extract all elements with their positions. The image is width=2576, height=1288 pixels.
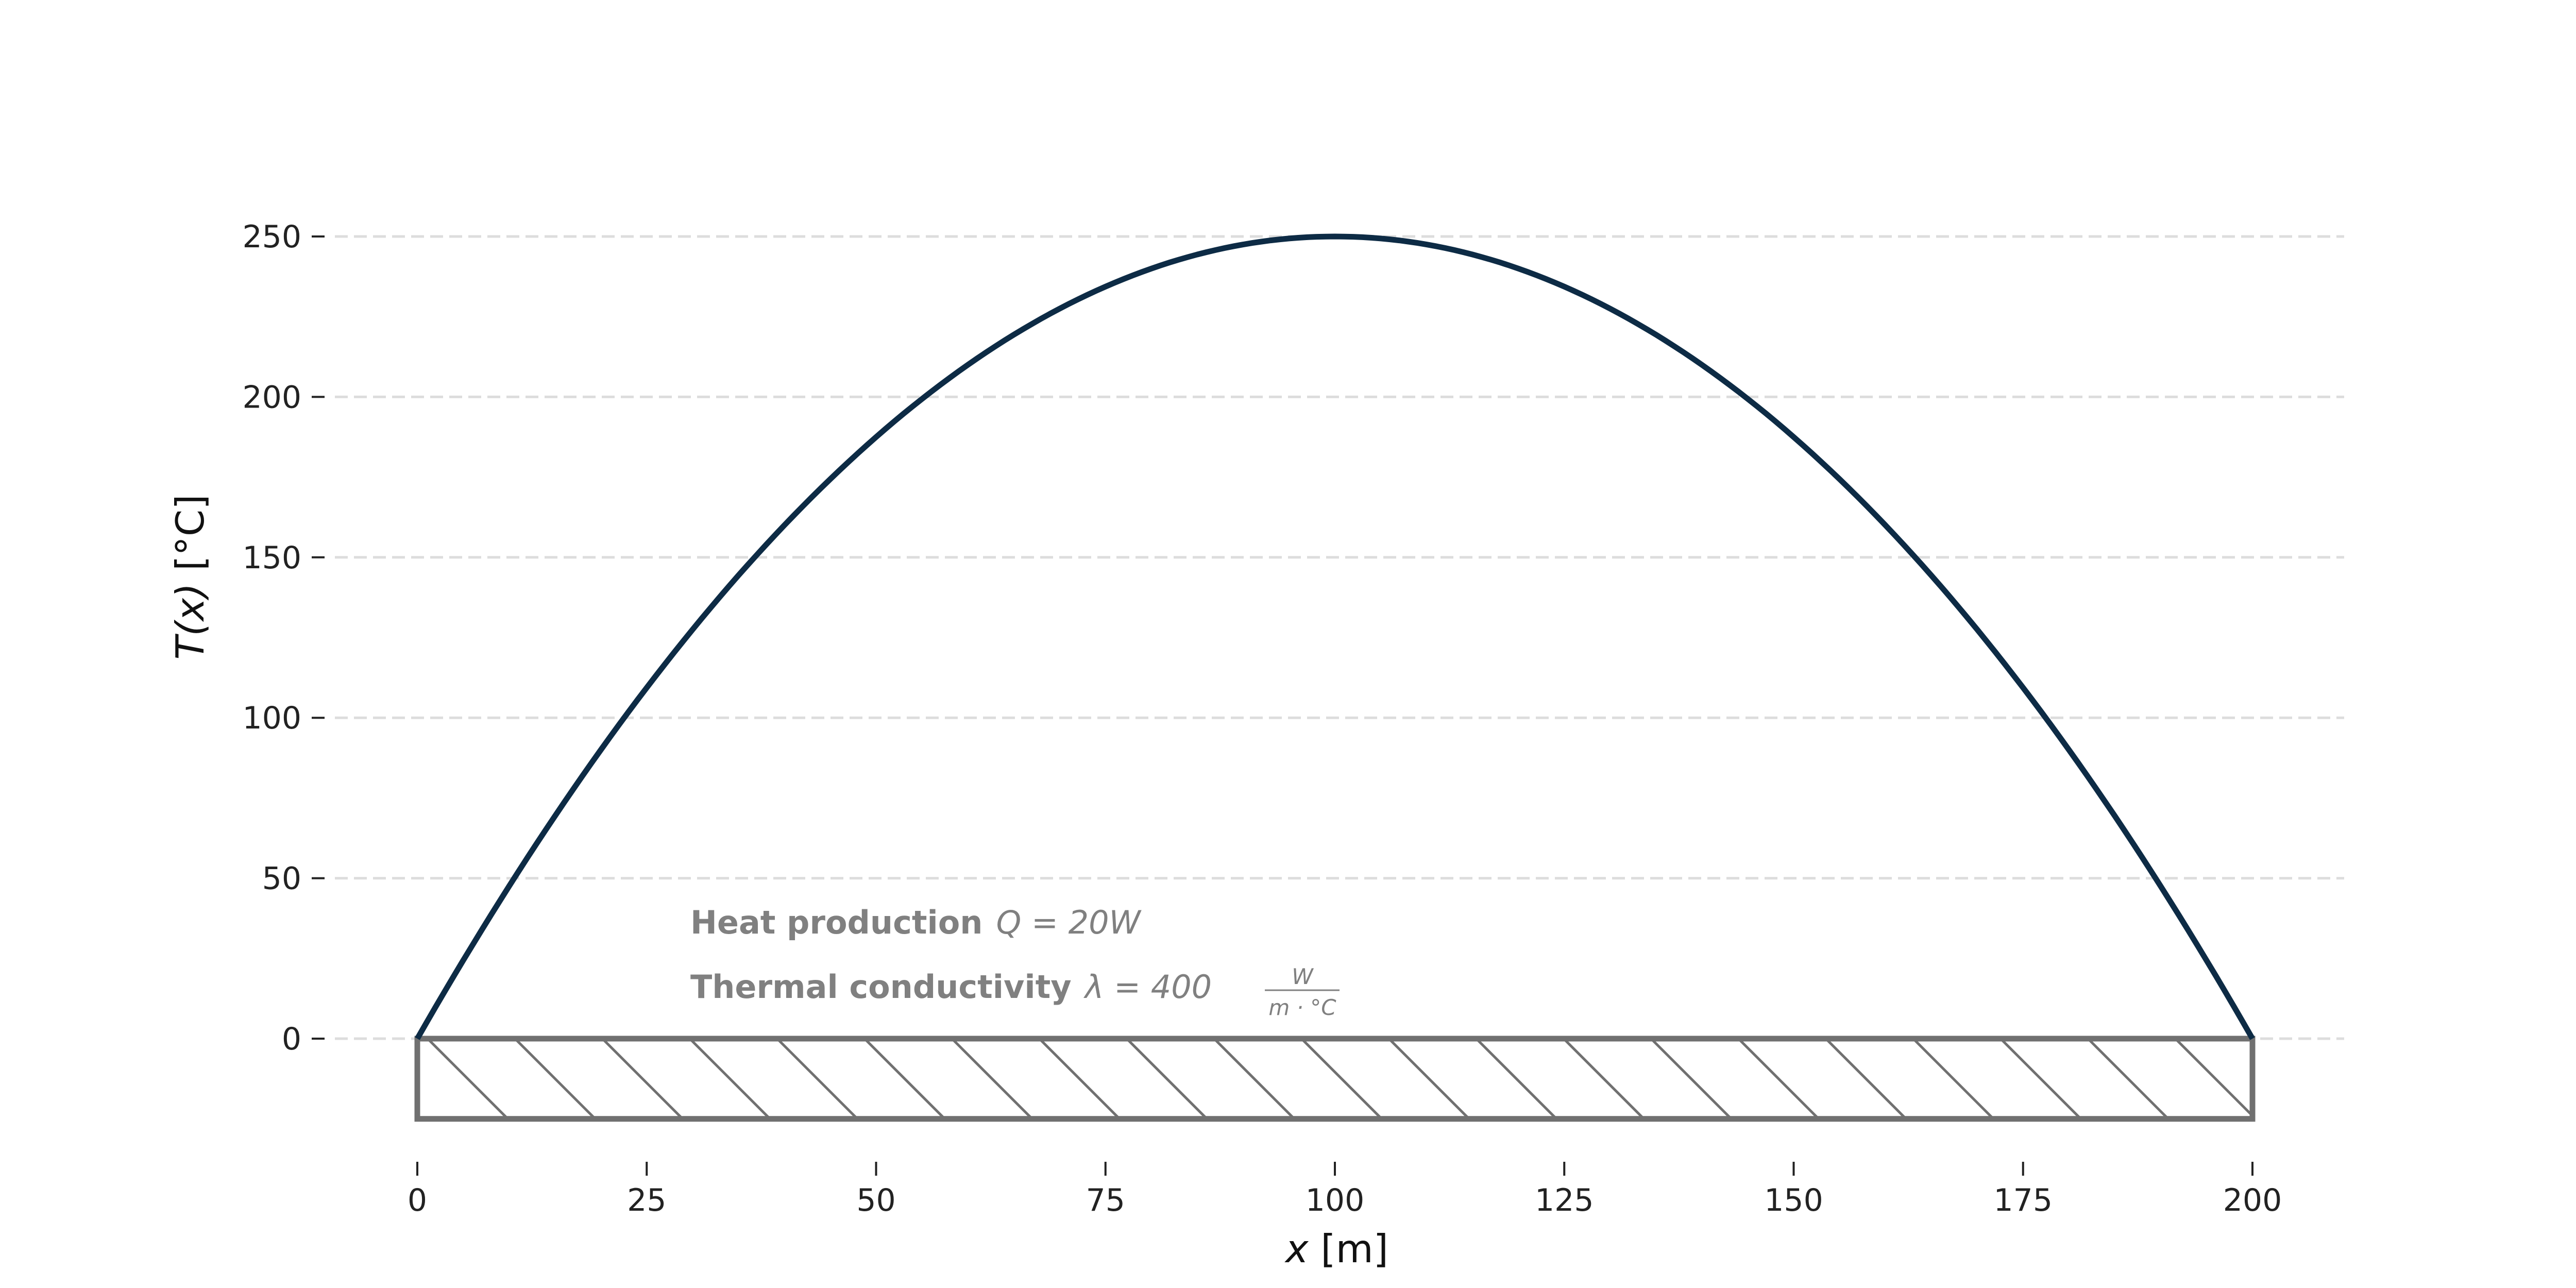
conductivity-formula: λ = 400 (1083, 968, 1212, 1006)
rod-hatch-line (863, 1038, 946, 1120)
unit-denominator: m · °C (1268, 995, 1336, 1020)
x-tick-label: 0 (408, 1182, 427, 1218)
y-tick-label: 0 (282, 1021, 301, 1057)
rod-outline (414, 1036, 2256, 1122)
rod-hatch-line (2087, 1038, 2170, 1120)
rod-hatch-line (689, 1038, 771, 1120)
conductivity-unit-fraction: W m · °C (1265, 964, 1340, 1020)
rod-hatch-line (951, 1038, 1033, 1120)
x-tick-label: 175 (1993, 1182, 2053, 1218)
rod-hatch-line (1999, 1038, 2082, 1120)
rod-hatch-line (776, 1038, 858, 1120)
x-axis-label: x [m] (1284, 1226, 1388, 1272)
heat-label: Heat production (690, 904, 982, 941)
x-tick-label: 200 (2223, 1182, 2282, 1218)
y-axis-label: T(x) [°C] (167, 495, 213, 660)
rod-diagram (414, 1036, 2256, 1122)
rod-hatch-line (514, 1038, 597, 1120)
y-axis-ticks: 0 50 100 150 200 250 (242, 219, 325, 1057)
y-tick-label: 200 (242, 379, 301, 415)
y-axis-variable: T(x) (167, 583, 213, 660)
rod-hatch-line (1300, 1038, 1383, 1120)
heat-formula: Q = 20W (996, 904, 1142, 941)
conductivity-label: Thermal conductivity (690, 968, 1072, 1006)
x-axis-variable: x (1284, 1226, 1309, 1272)
rod-hatch-line (1213, 1038, 1296, 1120)
x-tick-label: 100 (1306, 1182, 1365, 1218)
y-axis-unit: [°C] (167, 495, 213, 583)
rod-hatch-line (1388, 1038, 1470, 1120)
rod-hatch-line (1825, 1038, 1907, 1120)
y-tick-label: 100 (242, 700, 301, 736)
annotation-thermal-conductivity: Thermal conductivity λ = 400 (690, 968, 1212, 1006)
rod-hatch-line (427, 1038, 509, 1120)
temperature-curve (415, 233, 2255, 1040)
grid-lines (335, 235, 2344, 1040)
x-tick-label: 75 (1086, 1182, 1125, 1218)
rod-hatch-line (1912, 1038, 1994, 1120)
rod-hatch-line (1475, 1038, 1557, 1120)
rod-hatch-line (1038, 1038, 1121, 1120)
x-axis-unit: [m] (1308, 1226, 1388, 1272)
rod-hatch-line (1126, 1038, 1208, 1120)
x-tick-label: 25 (627, 1182, 666, 1218)
x-tick-label: 50 (856, 1182, 895, 1218)
rod-hatch-line (1563, 1038, 1645, 1120)
x-tick-label: 150 (1764, 1182, 1823, 1218)
x-tick-label: 125 (1535, 1182, 1594, 1218)
x-axis-ticks: 0 25 50 75 100 125 150 175 200 (408, 1162, 2282, 1218)
y-tick-label: 250 (242, 219, 301, 255)
rod-hatch-line (1650, 1038, 1733, 1120)
rod-hatch-line (601, 1038, 684, 1120)
y-tick-label: 50 (262, 861, 301, 897)
annotation-heat-production: Heat production Q = 20W (690, 904, 1142, 941)
rod-hatch-line (1737, 1038, 1820, 1120)
series-lines (415, 233, 2255, 1040)
y-tick-label: 150 (242, 540, 301, 576)
unit-numerator: W (1292, 964, 1314, 989)
rod-hatch-line (2174, 1038, 2253, 1117)
